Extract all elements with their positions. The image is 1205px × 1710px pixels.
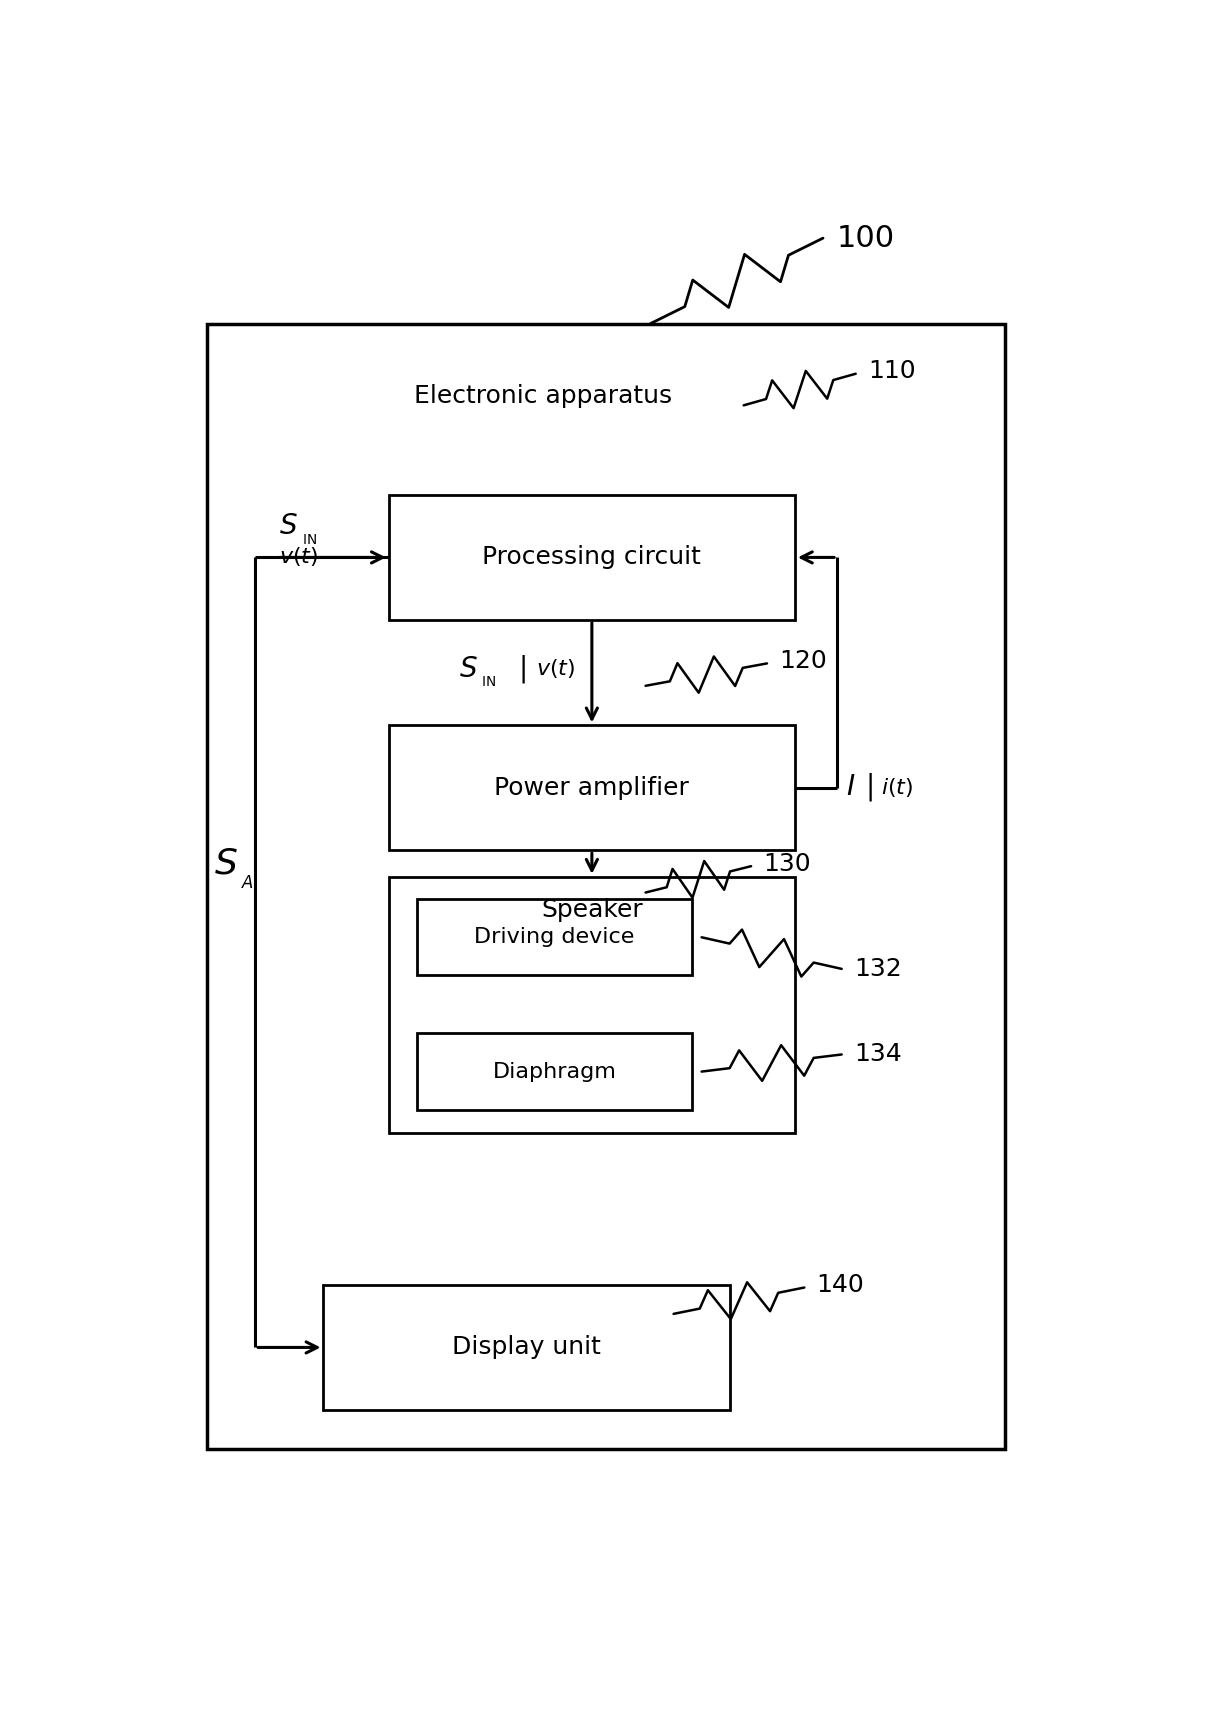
Text: Electronic apparatus: Electronic apparatus [413,385,672,409]
Text: $_{\mathrm{IN}}$: $_{\mathrm{IN}}$ [481,670,496,689]
Text: Diaphragm: Diaphragm [493,1062,617,1082]
Bar [323,1284,730,1411]
Bar [389,877,795,1134]
Text: $_{\mathrm{IN}}$: $_{\mathrm{IN}}$ [302,527,317,547]
Text: $|$: $|$ [865,771,872,804]
Bar [389,494,795,621]
Text: $I$: $I$ [846,773,856,802]
Text: 110: 110 [868,359,916,383]
Text: $|$: $|$ [518,653,525,684]
Text: $S$: $S$ [280,513,298,540]
Bar [389,725,795,850]
Bar [417,1033,692,1110]
Text: Power amplifier: Power amplifier [494,776,689,800]
Text: $S$: $S$ [214,846,237,881]
Bar [207,323,1005,1450]
Text: $v(t)$: $v(t)$ [280,545,319,568]
Text: 130: 130 [763,852,811,876]
Bar [417,899,692,975]
Text: 132: 132 [854,958,901,982]
Text: Speaker: Speaker [541,898,642,922]
Text: $v(t)$: $v(t)$ [536,657,576,681]
Text: 140: 140 [817,1272,864,1296]
Text: $i(t)$: $i(t)$ [881,776,913,799]
Text: $_A$: $_A$ [241,867,254,891]
Text: 134: 134 [854,1043,901,1067]
Text: Driving device: Driving device [475,927,635,947]
Text: 120: 120 [780,648,827,672]
Text: Processing circuit: Processing circuit [482,545,701,569]
Text: $S$: $S$ [459,655,477,682]
Text: 100: 100 [837,224,895,253]
Text: Display unit: Display unit [452,1336,601,1359]
